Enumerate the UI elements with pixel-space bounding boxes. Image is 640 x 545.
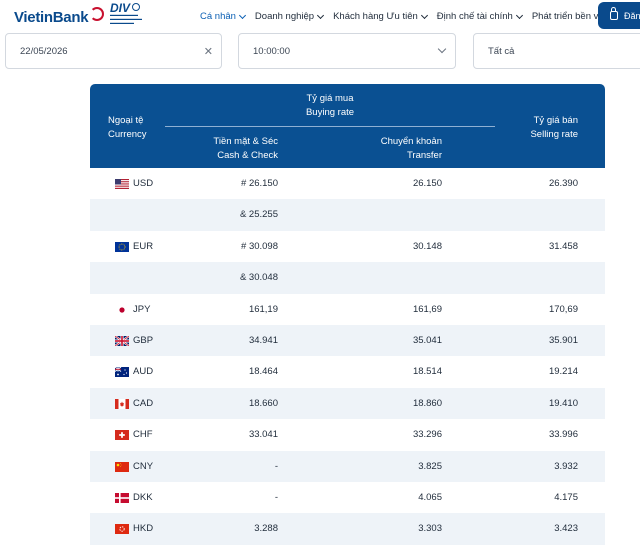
- transfer-rate: 3.825: [418, 460, 442, 472]
- chevron-down-icon: [437, 44, 447, 54]
- cash-rate: 3.288: [254, 523, 278, 535]
- currency-code: CNY: [133, 460, 154, 472]
- selling-rate: 170,69: [548, 303, 578, 315]
- nav-item-3[interactable]: Định chế tài chính: [437, 11, 523, 22]
- cash-rate: -: [274, 491, 278, 503]
- hk-flag-icon: [115, 524, 129, 535]
- jp-flag-icon: [115, 304, 129, 315]
- currency-code: DKK: [133, 491, 153, 503]
- cash-rate: 18.660: [248, 397, 278, 409]
- lock-icon: [610, 7, 618, 20]
- selling-rate: 4.175: [554, 491, 578, 503]
- table-row: & 25.255: [90, 199, 605, 231]
- nav-item-1[interactable]: Doanh nghiệp: [255, 11, 325, 22]
- table-row: DKK - 4.065 4.175: [90, 482, 605, 513]
- us-flag-icon: [115, 179, 129, 189]
- transfer-rate: 4.065: [418, 491, 442, 503]
- transfer-rate: 35.041: [412, 334, 442, 346]
- clear-date-icon[interactable]: ✕: [203, 46, 213, 58]
- dk-flag-icon: [115, 492, 129, 503]
- transfer-rate: 18.514: [412, 366, 442, 378]
- ca-flag-icon: [115, 398, 129, 409]
- currency-code: EUR: [133, 240, 154, 252]
- div-logo-fineprint: ▬▬▬▬▬▬▬ ▬▬▬▬▬▬▬▬ ▬▬▬▬▬▬: [110, 12, 142, 25]
- chevron-down-icon: [238, 11, 246, 19]
- gb-flag-icon: [114, 335, 130, 347]
- cash-rate: 18.464: [248, 366, 278, 378]
- table-row: JPY 161,19 161,69 170,69: [90, 294, 605, 325]
- transfer-rate: 30.148: [412, 240, 442, 252]
- site-header: VietinBank DIV ▬▬▬▬▬▬▬ ▬▬▬▬▬▬▬▬ ▬▬▬▬▬▬ Cá …: [0, 0, 640, 32]
- chevron-down-icon: [317, 11, 325, 19]
- au-flag-icon: [114, 366, 129, 378]
- cash-rate: 33.041: [248, 429, 278, 441]
- div-logo: DIV ▬▬▬▬▬▬▬ ▬▬▬▬▬▬▬▬ ▬▬▬▬▬▬: [110, 2, 168, 29]
- nav-item-0[interactable]: Cá nhân: [200, 11, 246, 22]
- currency-code: HKD: [133, 523, 154, 535]
- table-row: AUD 18.464 18.514 19.214: [90, 356, 605, 387]
- header-divider: [165, 126, 495, 127]
- currency-code: CHF: [133, 429, 153, 441]
- transfer-column-header: Chuyển khoản Transfer: [380, 136, 442, 161]
- main-nav: Cá nhân Doanh nghiệp Khách hàng Ưu tiên Địn…: [200, 11, 615, 22]
- table-header: Ngoại tệ Currency Tỷ giá mua Buying rate…: [90, 84, 605, 168]
- vietinbank-logo[interactable]: VietinBank: [14, 6, 105, 26]
- logo-swoosh-icon: [90, 6, 105, 21]
- table-row: CHF 33.041 33.296 33.996: [90, 419, 605, 450]
- chevron-down-icon: [515, 11, 523, 19]
- cn-flag-icon: [115, 461, 129, 472]
- table-body: USD # 26.150 26.150 26.390 & 25.255 EUR # 30.0…: [90, 168, 605, 545]
- table-row: GBP 34.941 35.041 35.901: [90, 324, 605, 357]
- div-mark-icon: [132, 3, 140, 11]
- table-row: & 30.048: [90, 262, 605, 294]
- nav-item-2[interactable]: Khách hàng Ưu tiên: [333, 11, 428, 22]
- date-input[interactable]: 22/05/2026 ✕: [5, 33, 222, 69]
- table-row: USD # 26.150 26.150 26.390: [90, 168, 605, 199]
- buying-rate-header: Tỷ giá mua Buying rate: [305, 93, 355, 118]
- cash-rate: 161,19: [248, 303, 278, 315]
- table-row: CNY - 3.825 3.932: [90, 450, 605, 482]
- cash-column-header: Tiền mặt & Séc Cash & Check: [213, 136, 278, 161]
- currency-code: GBP: [133, 334, 154, 346]
- table-row: EUR # 30.098 30.148 31.458: [90, 231, 605, 262]
- cash-rate: # 26.150: [241, 178, 278, 189]
- transfer-rate: 161,69: [412, 303, 442, 315]
- currency-code: AUD: [133, 366, 154, 378]
- selling-rate: 31.458: [548, 240, 578, 252]
- ch-flag-icon: [115, 430, 129, 441]
- currency-code: CAD: [133, 397, 154, 409]
- login-button[interactable]: Đăn: [598, 2, 640, 29]
- table-row: CAD 18.660 18.860 19.410: [90, 387, 605, 420]
- selling-rate: 35.901: [548, 334, 578, 346]
- currency-column-header: Ngoại tệ Currency: [108, 115, 147, 140]
- cash-rate: # 30.098: [241, 240, 278, 252]
- transfer-rate: 33.296: [412, 429, 442, 441]
- selling-rate: 19.214: [548, 366, 578, 378]
- cash-rate: -: [274, 460, 278, 472]
- selling-rate: 33.996: [548, 429, 578, 441]
- eu-flag-icon: [115, 241, 129, 252]
- transfer-rate: 3.303: [418, 523, 442, 535]
- cash-rate: 34.941: [248, 334, 278, 346]
- selling-rate: 3.423: [554, 523, 578, 535]
- currency-code: JPY: [133, 303, 151, 315]
- selling-rate-header: Tỷ giá bán Selling rate: [530, 115, 578, 140]
- selling-rate: 3.932: [554, 460, 578, 472]
- exchange-rate-table: Ngoại tệ Currency Tỷ giá mua Buying rate…: [90, 84, 605, 545]
- cash-rate: & 30.048: [239, 272, 278, 284]
- currency-select[interactable]: Tất cả: [473, 33, 640, 69]
- cash-rate: & 25.255: [239, 209, 278, 221]
- time-select[interactable]: 10:00:00: [238, 33, 456, 69]
- transfer-rate: 18.860: [412, 397, 442, 409]
- table-row: HKD 3.288 3.303 3.423: [90, 513, 605, 545]
- currency-code: USD: [133, 178, 154, 189]
- chevron-down-icon: [420, 11, 428, 19]
- selling-rate: 26.390: [548, 178, 578, 189]
- nav-item-4[interactable]: Phát triển bền vững: [531, 11, 616, 22]
- selling-rate: 19.410: [548, 397, 578, 409]
- transfer-rate: 26.150: [412, 178, 442, 189]
